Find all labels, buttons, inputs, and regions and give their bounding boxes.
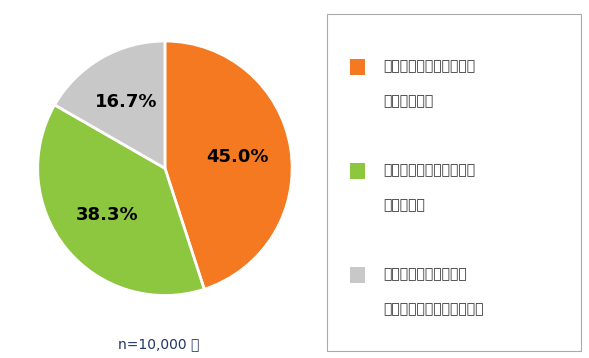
Text: 響されない: 響されない [383,198,425,212]
Text: 38.3%: 38.3% [77,206,139,224]
FancyBboxPatch shape [350,59,365,75]
Wedge shape [55,41,165,168]
FancyBboxPatch shape [350,267,365,283]
Text: これらの言葉に買いたい: これらの言葉に買いたい [383,59,475,73]
Text: 却って買いたくないと思う: 却って買いたくないと思う [383,302,484,316]
Wedge shape [38,105,204,295]
Text: これらの言葉には特に影: これらの言葉には特に影 [383,163,475,177]
Text: と影響される: と影響される [383,94,433,108]
Wedge shape [165,41,292,289]
Text: 45.0%: 45.0% [207,148,269,166]
Text: これらの言葉を見ると: これらの言葉を見ると [383,267,466,281]
Text: n=10,000 人: n=10,000 人 [118,337,200,351]
Text: 16.7%: 16.7% [95,93,158,111]
FancyBboxPatch shape [326,14,581,351]
FancyBboxPatch shape [350,163,365,179]
